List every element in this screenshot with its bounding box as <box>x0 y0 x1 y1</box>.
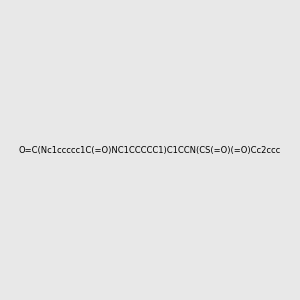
Text: O=C(Nc1ccccc1C(=O)NC1CCCCC1)C1CCN(CS(=O)(=O)Cc2ccc: O=C(Nc1ccccc1C(=O)NC1CCCCC1)C1CCN(CS(=O)… <box>19 146 281 154</box>
